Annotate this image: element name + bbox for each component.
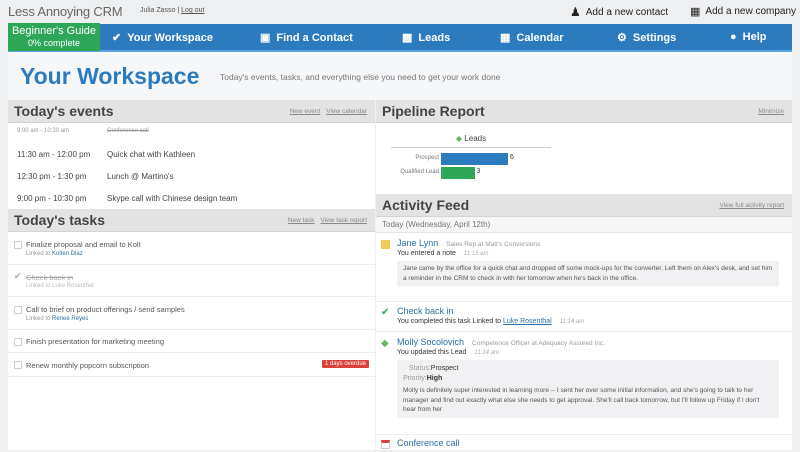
task-checkbox[interactable] [14,306,22,314]
activity-item: Conference call [376,438,792,452]
right-column: Pipeline Report Minimize ◆ Leads Prospec… [376,100,792,450]
view-calendar-link[interactable]: View calendar [326,108,367,115]
linked-contact-link[interactable]: Luke Rosenthal [502,318,552,325]
event-row[interactable]: 9:00 pm - 10:30 pm Skype call with Chines… [17,194,238,203]
activity-note: Jane came by the office for a quick chat… [397,261,779,286]
nav-settings[interactable]: ⚙ Settings [617,31,677,45]
pipeline-bar-value: 3 [476,168,481,175]
pipeline-bar-label: Qualified Lead [400,169,439,175]
activity-title: Activity Feed [382,197,470,213]
task-row: Finalize proposal and email to Kolt Link… [8,233,375,265]
tasks-title: Today's tasks [14,212,105,228]
pipeline-bar-value: 6 [510,154,514,161]
task-checkbox[interactable] [14,241,22,249]
view-activity-report-link[interactable]: View full activity report [719,202,784,209]
pipeline-bar-label: Prospect [415,155,439,161]
main-nav: Beginner's Guide 0% complete ✔ Your Worksp… [8,23,792,52]
event-row[interactable]: 9:00 am - 10:30 am Conference call [17,128,149,134]
page-header: Your Workspace Today's events, tasks, an… [8,52,792,100]
view-task-report-link[interactable]: View task report [320,217,367,224]
activity-task-link[interactable]: Check back in [397,306,454,316]
check-badge-icon: ✔ [112,32,122,44]
top-bar: Less Annoying CRM Julia Zasso | Log out … [0,0,800,24]
user-info: Julia Zasso | Log out [140,7,205,14]
check-icon: ✔ [381,307,390,318]
overdue-badge: 1 days overdue [321,360,369,368]
pipeline-bar[interactable] [441,167,475,179]
person-icon: ♟ [570,5,581,19]
building-icon: ▦ [690,6,701,18]
event-row[interactable]: 12:30 pm - 1:30 pm Lunch @ Martino's [17,172,174,181]
gear-icon: ⚙ [617,32,627,44]
money-icon: ◆ [455,134,463,143]
contact-card-icon: ▣ [260,32,271,44]
user-name: Julia Zasso [140,7,176,14]
task-row: Renew monthly popcorn subscription 1 day… [8,353,375,377]
note-icon [381,240,390,249]
event-row[interactable]: 11:30 am - 12:00 pm Quick chat with Kathl… [17,150,196,159]
task-checkbox[interactable] [14,338,22,346]
bar-chart-icon: ▩ [402,32,413,44]
add-company-link[interactable]: ▦ Add a new company [690,6,797,18]
task-linked-contact[interactable]: Renee Reyes [52,316,89,322]
activity-event-link[interactable]: Conference call [397,438,460,448]
calendar-icon: ▦ [500,32,511,44]
beginners-guide-button[interactable]: Beginner's Guide 0% complete [8,23,100,51]
task-linked-contact[interactable]: Luke Rosenthal [52,283,94,289]
pipeline-bar[interactable] [441,153,508,165]
leads-chart-title: ◆ Leads [391,134,551,148]
logout-link[interactable]: Log out [181,7,205,14]
nav-leads[interactable]: ▩ Leads [402,31,451,45]
task-row: ✔ Check back in Linked to Luke Rosenthal [8,265,375,297]
activity-item: ✔ Check back in You completed this task … [376,306,792,332]
nav-help[interactable]: ● Help [730,31,767,43]
activity-date: Today (Wednesday, April 12th) [376,217,792,233]
calendar-icon [381,440,390,449]
nav-calendar[interactable]: ▦ Calendar [500,31,564,45]
task-checkbox-checked[interactable]: ✔ [14,271,22,281]
task-row: Call to brief on product offerings / sen… [8,297,375,330]
page-subtitle: Today's events, tasks, and everything el… [220,72,501,82]
pipeline-title: Pipeline Report [382,103,485,119]
events-header: Today's events New event View calendar [8,100,375,123]
add-contact-link[interactable]: ♟ Add a new contact [570,5,669,19]
new-task-link[interactable]: New task [287,217,315,224]
speech-bubble-icon: ● [730,31,737,43]
tasks-header: Today's tasks New task View task report [8,209,375,232]
nav-your-workspace[interactable]: ✔ Your Workspace [112,31,214,45]
task-row: Finish presentation for marketing meetin… [8,330,375,353]
pipeline-header: Pipeline Report Minimize [376,100,792,123]
task-checkbox[interactable] [14,361,22,369]
events-title: Today's events [14,103,114,119]
activity-contact-link[interactable]: Molly Socolovich [397,337,465,347]
minimize-link[interactable]: Minimize [758,108,784,115]
pipeline-bar-row: Qualified Lead 3 [376,167,576,179]
logo[interactable]: Less Annoying CRM [8,4,123,19]
money-icon: ◆ [381,338,389,349]
activity-item: Jane Lynn Sales Rep at Matt's Conversions… [376,238,792,302]
task-linked-contact[interactable]: Kolten Diaz [52,251,83,257]
nav-find-contact[interactable]: ▣ Find a Contact [260,31,353,45]
pipeline-bar-row: Prospect 6 [376,153,576,165]
page-title: Your Workspace [20,63,200,89]
lead-update-note: Status:Prospect Priority:High Molly is d… [397,360,779,418]
activity-item: ◆ Molly Socolovich Competence Officer at … [376,337,792,435]
activity-header: Activity Feed View full activity report [376,194,792,217]
activity-contact-link[interactable]: Jane Lynn [397,238,439,248]
new-event-link[interactable]: New event [289,108,321,115]
left-column: Today's events New event View calendar 9:… [8,100,375,450]
